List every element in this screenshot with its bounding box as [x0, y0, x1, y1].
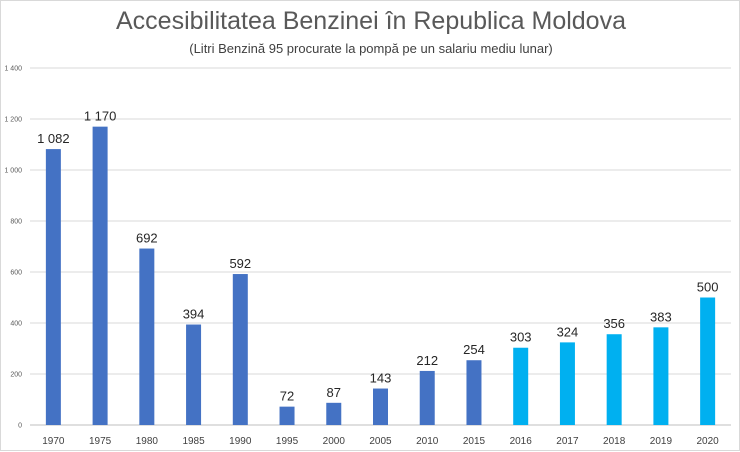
- data-label: 72: [280, 389, 294, 404]
- bar: [700, 297, 716, 425]
- y-tick-label: 0: [18, 423, 22, 430]
- bar: [559, 342, 575, 425]
- x-tick-label: 1975: [89, 436, 112, 447]
- data-label: 212: [416, 353, 438, 368]
- data-label: 324: [557, 324, 579, 339]
- x-tick-label: 2005: [369, 436, 392, 447]
- bar: [279, 406, 295, 425]
- bar: [606, 334, 622, 425]
- data-label: 1 082: [37, 131, 70, 146]
- bar: [513, 347, 529, 425]
- bar: [186, 324, 202, 425]
- data-label: 394: [183, 307, 205, 322]
- bar: [232, 274, 248, 425]
- y-tick-label: 600: [10, 270, 22, 277]
- bar: [466, 360, 482, 425]
- bar: [653, 327, 669, 425]
- data-label: 356: [603, 316, 625, 331]
- data-label: 383: [650, 309, 672, 324]
- data-label: 692: [136, 231, 158, 246]
- chart-subtitle: (Litri Benzină 95 procurate la pompă pe …: [189, 41, 553, 56]
- data-label: 303: [510, 330, 532, 345]
- x-tick-label: 1985: [182, 436, 205, 447]
- x-tick-label: 2019: [650, 436, 673, 447]
- x-tick-label: 1980: [136, 436, 159, 447]
- x-tick-label: 2010: [416, 436, 439, 447]
- data-label: 1 170: [84, 109, 117, 124]
- y-tick-label: 800: [10, 219, 22, 226]
- chart-title: Accesibilitatea Benzinei în Republica Mo…: [115, 7, 626, 35]
- bar: [326, 402, 342, 425]
- y-tick-label: 1 000: [4, 168, 22, 175]
- y-tick-label: 1 200: [4, 117, 22, 124]
- data-label: 87: [327, 385, 341, 400]
- x-tick-label: 2000: [323, 436, 346, 447]
- x-tick-label: 2020: [697, 436, 720, 447]
- x-tick-label: 2018: [603, 436, 626, 447]
- data-label: 500: [697, 280, 719, 295]
- bar: [45, 149, 61, 425]
- bar: [373, 388, 388, 425]
- x-tick-label: 2015: [463, 436, 486, 447]
- y-tick-label: 1 400: [4, 66, 22, 73]
- x-tick-label: 1995: [276, 436, 299, 447]
- data-label: 143: [370, 371, 392, 386]
- bar: [139, 248, 155, 425]
- x-tick-label: 1990: [229, 436, 252, 447]
- y-tick-label: 200: [10, 372, 22, 379]
- x-tick-label: 2016: [510, 436, 533, 447]
- x-tick-label: 1970: [42, 436, 65, 447]
- data-label: 592: [229, 256, 251, 271]
- bar: [419, 370, 435, 425]
- bar: [92, 126, 108, 426]
- y-tick-label: 400: [10, 321, 22, 328]
- x-tick-label: 2017: [556, 436, 579, 447]
- data-label: 254: [463, 342, 485, 357]
